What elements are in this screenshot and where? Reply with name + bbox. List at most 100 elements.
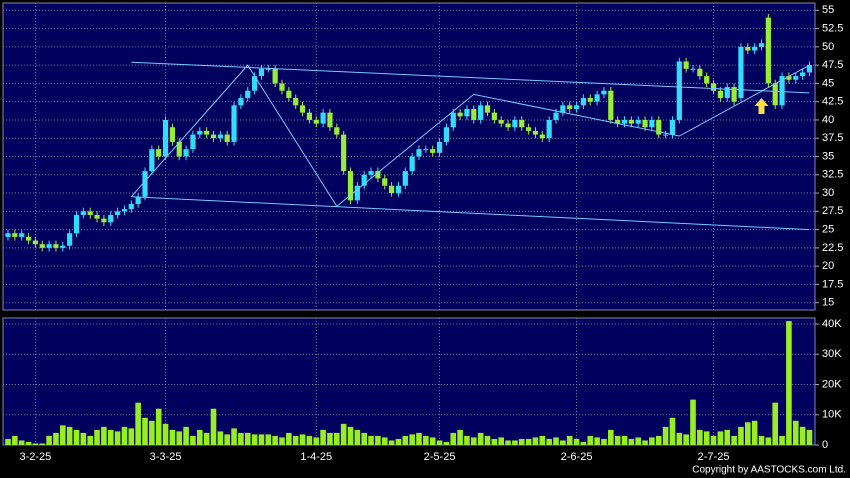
- volume-bar: [662, 426, 669, 445]
- volume-bar: [251, 434, 258, 445]
- volume-bar: [155, 408, 162, 445]
- candle-body: [642, 119, 648, 128]
- volume-bar: [334, 432, 340, 445]
- candle-body: [347, 171, 354, 201]
- volume-bar: [388, 440, 395, 445]
- candle-body: [293, 98, 299, 106]
- volume-bar: [60, 425, 66, 445]
- candle-body: [580, 98, 586, 106]
- volume-bar: [792, 420, 799, 445]
- candle-body: [752, 46, 758, 51]
- volume-bar: [313, 437, 320, 445]
- candle-body: [354, 185, 360, 201]
- x-tick-label: 1-4-25: [300, 451, 332, 463]
- candle-body: [546, 119, 552, 139]
- volume-bar: [224, 434, 230, 445]
- y-tick-label: 17.5: [822, 278, 843, 290]
- volume-bar: [772, 402, 778, 445]
- y-tick-label: 30: [822, 187, 834, 199]
- candle-body: [108, 214, 114, 223]
- candle-body: [224, 134, 230, 142]
- volume-bar: [149, 420, 155, 445]
- volume-bar: [443, 441, 450, 445]
- candle-body: [758, 43, 765, 47]
- candle-body: [272, 68, 278, 84]
- volume-bar: [12, 435, 18, 445]
- volume-bar: [395, 438, 402, 445]
- volume-bar: [169, 429, 176, 445]
- candle-body: [457, 112, 463, 117]
- volume-bar: [409, 434, 415, 445]
- candle-body: [12, 233, 18, 237]
- y-tick-label: 27.5: [822, 205, 843, 217]
- volume-bar: [546, 438, 552, 445]
- candle-body: [156, 149, 162, 157]
- volume-bar: [32, 443, 39, 445]
- candle-body: [416, 149, 422, 157]
- volume-bar: [745, 422, 751, 445]
- volume-bar: [210, 408, 217, 445]
- volume-bar: [703, 431, 710, 445]
- y-tick-label: 10K: [822, 409, 842, 421]
- volume-bar: [320, 429, 326, 445]
- candle-body: [430, 149, 436, 153]
- volume-bar: [80, 432, 87, 445]
- volume-bar: [265, 434, 272, 445]
- volume-bar: [505, 440, 511, 445]
- candle-body: [94, 214, 100, 219]
- x-tick-label: 2-5-25: [424, 451, 456, 463]
- volume-bar: [765, 437, 772, 445]
- volume-bar: [25, 441, 32, 445]
- candle-body: [245, 90, 251, 99]
- volume-bar: [190, 435, 196, 445]
- candle-body: [553, 112, 559, 120]
- y-tick-label: 32.5: [822, 169, 843, 181]
- volume-bar: [635, 437, 641, 445]
- candle-body: [704, 76, 710, 84]
- candle-body: [519, 119, 525, 128]
- volume-bar: [279, 437, 285, 445]
- candle-body: [800, 72, 806, 77]
- volume-bar: [128, 428, 135, 445]
- candle-body: [25, 236, 32, 241]
- candle-body: [635, 119, 641, 124]
- y-tick-label: 50: [822, 41, 834, 53]
- volume-bar: [402, 435, 409, 445]
- candle-body: [628, 119, 634, 124]
- volume-bar: [5, 438, 11, 445]
- candle-body: [73, 214, 80, 234]
- volume-bar: [512, 440, 518, 445]
- y-tick-label: 0: [822, 439, 828, 451]
- x-tick-label: 3-3-25: [150, 451, 182, 463]
- volume-bar: [368, 435, 374, 445]
- candle-body: [779, 76, 785, 106]
- volume-bar: [73, 429, 80, 445]
- candle-body: [19, 233, 25, 237]
- volume-bar: [292, 435, 299, 445]
- volume-bar: [327, 432, 333, 445]
- candle-body: [32, 240, 38, 245]
- candle-body: [204, 130, 210, 135]
- copyright: Copyright by AASTOCKS.com Ltd.: [692, 465, 846, 476]
- candle-body: [649, 119, 655, 128]
- candle-body: [464, 108, 470, 117]
- volume-bar: [779, 435, 785, 445]
- volume-bar: [539, 435, 546, 445]
- volume-bar: [655, 435, 662, 445]
- candle-body: [683, 61, 689, 69]
- y-tick-label: 22.5: [822, 242, 843, 254]
- y-tick-label: 55: [822, 4, 834, 16]
- volume-bar: [731, 435, 737, 445]
- candle-body: [217, 134, 223, 139]
- candle-body: [450, 112, 456, 128]
- volume-bar: [560, 440, 566, 445]
- candle-body: [573, 105, 580, 109]
- candle-body: [731, 87, 737, 102]
- volume-bar: [18, 440, 25, 445]
- volume-bar: [381, 437, 388, 445]
- volume-bar: [107, 429, 114, 445]
- candle-body: [210, 134, 217, 139]
- volume-bar: [183, 426, 189, 445]
- candle-body: [341, 134, 347, 172]
